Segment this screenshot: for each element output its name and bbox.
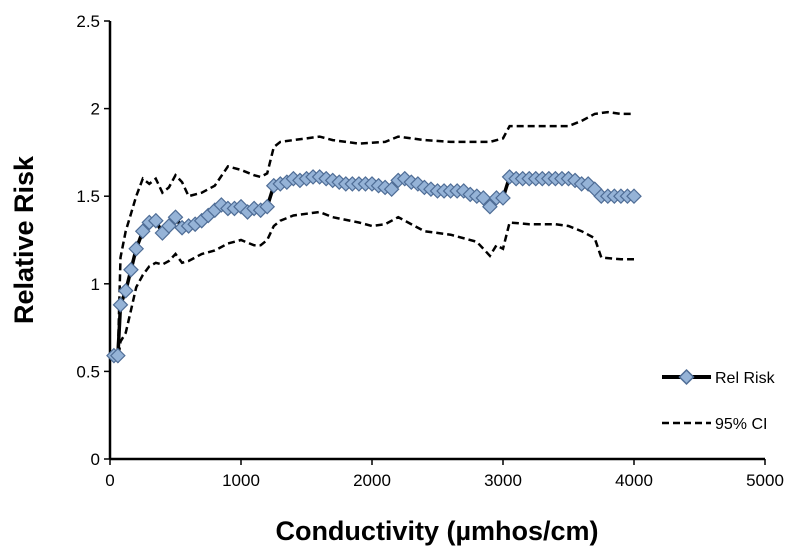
x-tick-label: 4000	[615, 471, 653, 490]
x-axis-title: Conductivity (µmhos/cm)	[275, 516, 598, 546]
legend-relrisk-label: Rel Risk	[715, 370, 776, 387]
x-tick-label: 0	[105, 471, 114, 490]
x-tick-label: 3000	[484, 471, 522, 490]
x-tick-label: 5000	[746, 471, 784, 490]
relrisk-point	[259, 198, 276, 215]
y-tick-label: 0.5	[76, 362, 100, 381]
relrisk-line	[113, 174, 634, 358]
relrisk-point	[112, 296, 129, 313]
ci-upper-line	[113, 110, 634, 356]
relrisk-point	[161, 218, 177, 234]
y-ticks: 0 0.5 1 1.5 2 2.5	[76, 12, 110, 469]
relrisk-point	[110, 347, 126, 364]
relrisk-point	[128, 240, 145, 257]
legend-relrisk-marker	[678, 368, 695, 386]
plot-area: 0 1000 2000 3000 4000 5000 0 0.5 1 1.5 2 2.5	[76, 12, 784, 490]
y-tick-label: 1.5	[76, 187, 100, 206]
y-tick-label: 2	[91, 100, 100, 119]
ci-lower-line	[113, 210, 634, 363]
relrisk-point	[495, 190, 511, 206]
relrisk-point	[148, 212, 164, 229]
relrisk-point	[134, 223, 151, 240]
relrisk-point	[383, 181, 400, 198]
legend: Rel Risk 95% CI	[662, 368, 776, 433]
x-tick-label: 2000	[353, 471, 391, 490]
relrisk-point	[626, 188, 642, 205]
legend-ci-label: 95% CI	[715, 416, 767, 433]
x-ticks: 0 1000 2000 3000 4000 5000	[105, 459, 784, 490]
x-tick-label: 1000	[222, 471, 260, 490]
relrisk-point	[475, 190, 492, 206]
y-tick-label: 2.5	[76, 12, 100, 31]
relrisk-point	[117, 282, 134, 299]
relrisk-point	[482, 198, 498, 215]
y-tick-label: 0	[91, 450, 100, 469]
series-layer	[106, 110, 642, 364]
relrisk-point	[167, 209, 184, 226]
y-tick-label: 1	[91, 275, 100, 294]
y-axis-title: Relative Risk	[9, 155, 39, 324]
relrisk-point	[123, 261, 139, 278]
